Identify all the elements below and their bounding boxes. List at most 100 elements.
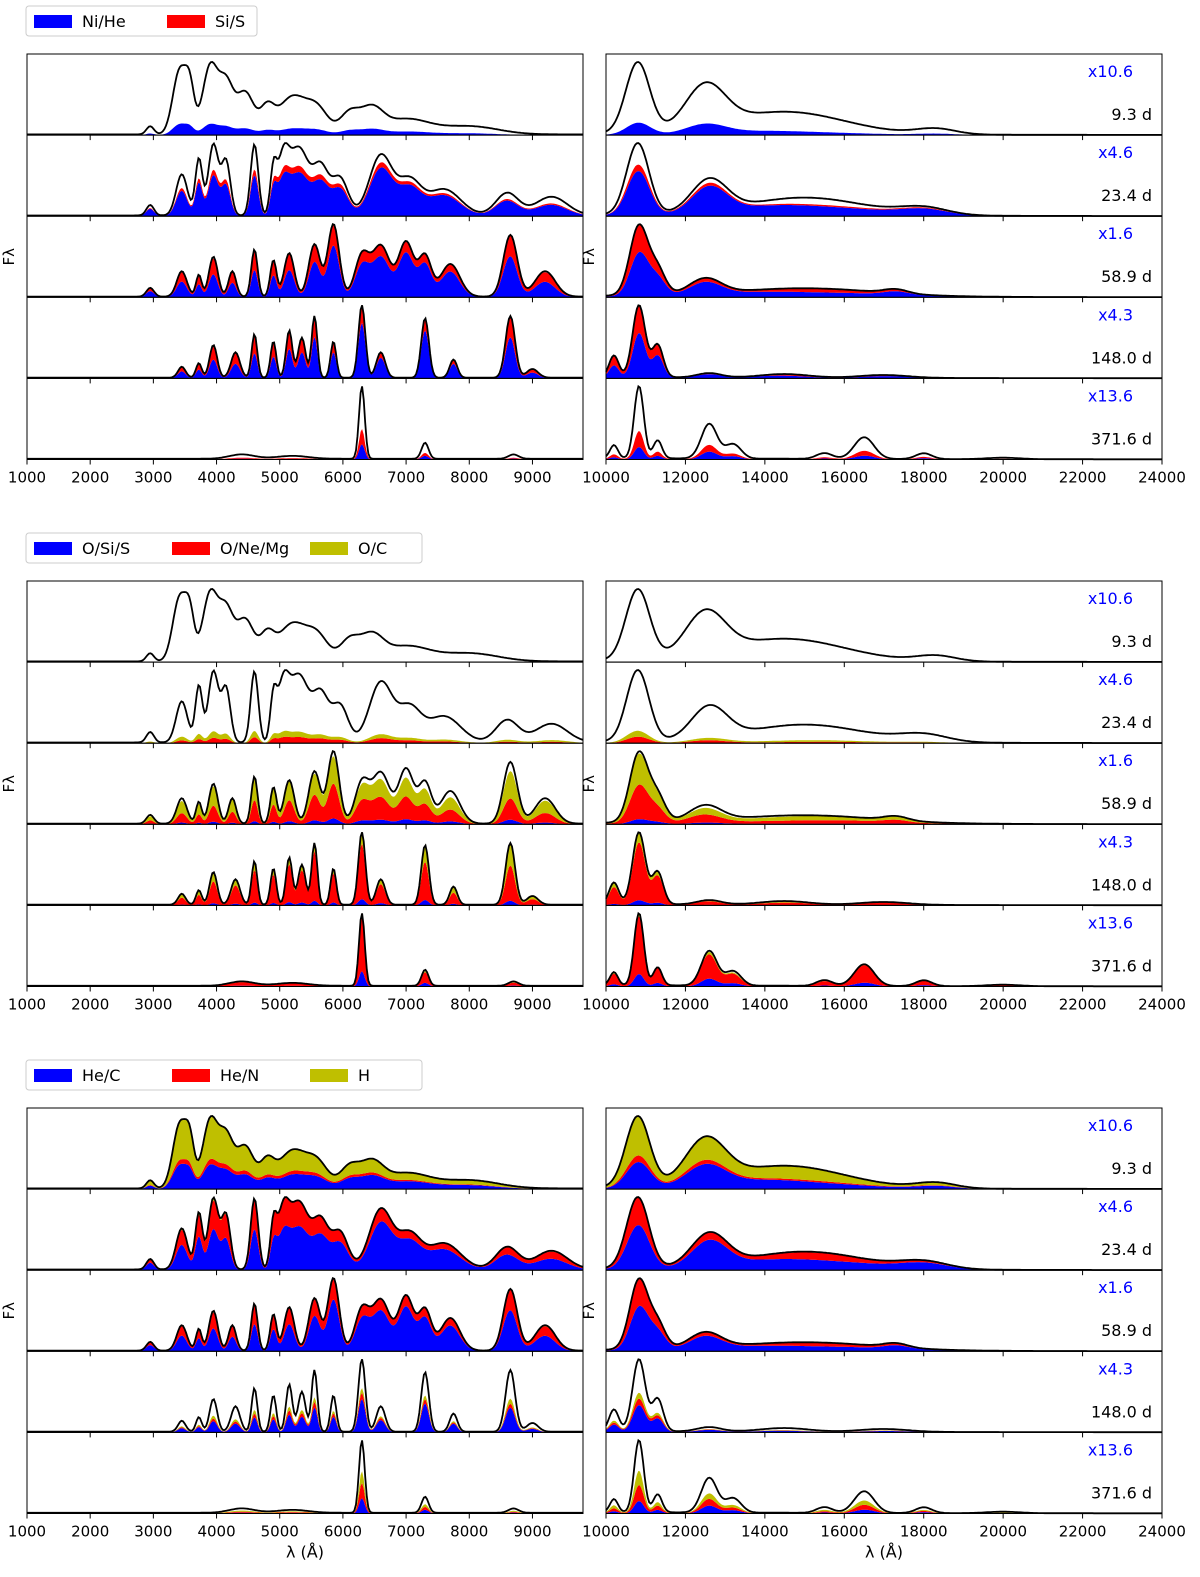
contribution-area-o-ne-mg <box>606 842 1162 906</box>
spectrum-line <box>27 305 583 379</box>
legend-label: He/C <box>82 1066 120 1085</box>
spectrum-line <box>27 1440 583 1514</box>
legend-swatch <box>172 1069 210 1082</box>
y-axis-label-optical: Fλ <box>0 775 18 793</box>
ir-panel-frame <box>605 1431 1163 1515</box>
legend-label: Si/S <box>215 12 245 31</box>
x-tick-label: 10000 <box>582 469 630 487</box>
epoch-row: x10.6 9.3 d <box>26 1107 1163 1195</box>
legend: O/Si/S O/Ne/Mg O/C <box>25 532 423 564</box>
contribution-area-o-c <box>27 730 583 744</box>
x-tick-label: 6000 <box>324 469 362 487</box>
epoch-row: x4.6 23.4 d <box>26 661 1163 749</box>
contribution-area-o-si-s <box>27 899 583 906</box>
epoch-label: 371.6 d <box>1091 1483 1152 1502</box>
ir-scale-label: x13.6 <box>1088 913 1133 932</box>
contribution-area-h <box>27 1471 583 1514</box>
x-tick-label: 10000 <box>582 996 630 1014</box>
x-tick-label: 20000 <box>979 469 1027 487</box>
contribution-area-o-ne-mg <box>27 783 583 825</box>
ir-panel-frame <box>605 661 1163 744</box>
ir-scale-label: x1.6 <box>1098 1278 1133 1297</box>
x-axis-label-optical: λ (Å) <box>286 1543 324 1562</box>
contribution-area-si-s <box>27 162 583 216</box>
x-tick-label: 8000 <box>450 996 488 1014</box>
spectrum-line <box>605 1358 1162 1434</box>
epoch-row: x4.3 148.0 d <box>26 823 1163 911</box>
x-tick-label: 2000 <box>71 469 109 487</box>
spectrum-line <box>27 1195 584 1271</box>
x-tick-label: 5000 <box>261 996 299 1014</box>
x-tick-label: 2000 <box>71 996 109 1014</box>
legend-swatch <box>34 542 72 555</box>
spectrum-line <box>605 384 1162 461</box>
ir-panel-frame <box>605 1350 1163 1433</box>
contribution-area-o-ne-mg <box>27 843 583 906</box>
x-tick-label: 24000 <box>1138 469 1186 487</box>
ir-scale-label: x10.6 <box>1088 589 1133 608</box>
legend-label: O/C <box>358 539 387 558</box>
epoch-row: x13.6 371.6 d <box>26 904 1163 988</box>
legend-label: Ni/He <box>82 12 126 31</box>
x-tick-label: 12000 <box>662 1523 710 1541</box>
legend: He/C He/N H <box>25 1059 423 1091</box>
epoch-label: 58.9 d <box>1101 267 1152 286</box>
contribution-area-o-ne-mg <box>27 736 583 744</box>
ir-scale-label: x4.6 <box>1098 143 1133 162</box>
x-tick-label: 5000 <box>261 1523 299 1541</box>
contribution-area-he-n <box>27 1197 583 1270</box>
contribution-area-o-ne-mg <box>606 736 1162 744</box>
x-tick-label: 14000 <box>741 1523 789 1541</box>
ir-panel-frame <box>605 53 1163 136</box>
optical-panel-frame <box>26 580 584 663</box>
optical-panel-frame <box>26 661 584 744</box>
legend-swatch <box>34 15 72 28</box>
legend-label: O/Si/S <box>82 539 130 558</box>
contribution-area-o-si-s <box>606 819 1162 825</box>
ir-panel-frame <box>605 377 1163 460</box>
contribution-area-si-s <box>27 429 583 460</box>
x-tick-label: 3000 <box>134 1523 172 1541</box>
x-tick-label: 18000 <box>900 469 948 487</box>
x-tick-label: 9000 <box>513 1523 551 1541</box>
contribution-area-h <box>606 1470 1162 1514</box>
x-tick-label: 4000 <box>197 469 235 487</box>
ir-scale-label: x4.3 <box>1098 305 1133 324</box>
legend: Ni/He Si/S <box>25 5 258 37</box>
x-tick-label: 7000 <box>387 996 425 1014</box>
legend-label: He/N <box>220 1066 259 1085</box>
epoch-label: 9.3 d <box>1111 1159 1152 1178</box>
contribution-area-he-c <box>27 1299 583 1352</box>
contribution-area-o-c <box>606 913 1162 987</box>
contribution-area-o-c <box>606 832 1162 906</box>
spectrum-line <box>27 1115 583 1190</box>
epoch-row: x4.6 23.4 d <box>26 134 1163 222</box>
x-tick-label: 16000 <box>820 1523 868 1541</box>
contribution-area-si-s <box>606 224 1162 298</box>
contribution-area-o-si-s <box>606 974 1162 987</box>
contribution-area-ni-he <box>27 167 583 217</box>
epoch-row: x4.3 148.0 d <box>26 296 1163 384</box>
ir-scale-label: x4.6 <box>1098 670 1133 689</box>
epoch-row: x10.6 9.3 d <box>26 53 1163 141</box>
epoch-label: 371.6 d <box>1091 429 1152 448</box>
contribution-area-h <box>606 1116 1162 1189</box>
spectrum-line <box>27 223 584 298</box>
epoch-label: 23.4 d <box>1101 186 1152 205</box>
x-tick-label: 7000 <box>387 1523 425 1541</box>
optical-panel-frame <box>26 1431 584 1515</box>
legend-label: H <box>358 1066 370 1085</box>
contribution-area-si-s <box>606 164 1162 216</box>
spectrum-line <box>27 588 583 663</box>
ir-scale-label: x10.6 <box>1088 62 1133 81</box>
x-tick-label: 3000 <box>134 469 172 487</box>
x-tick-label: 1000 <box>8 1523 46 1541</box>
chart-group-2: O/Si/S O/Ne/Mg O/C x10.6 9.3 d x4.6 23.4 d x1.6… <box>0 532 1186 1014</box>
legend-box <box>25 1059 423 1091</box>
x-tick-label: 20000 <box>979 1523 1027 1541</box>
x-axis-label-ir: λ (Å) <box>865 1543 903 1562</box>
contribution-area-si-s <box>606 305 1162 379</box>
contribution-area-he-c <box>606 1162 1162 1190</box>
contribution-area-he-c <box>27 1221 583 1271</box>
